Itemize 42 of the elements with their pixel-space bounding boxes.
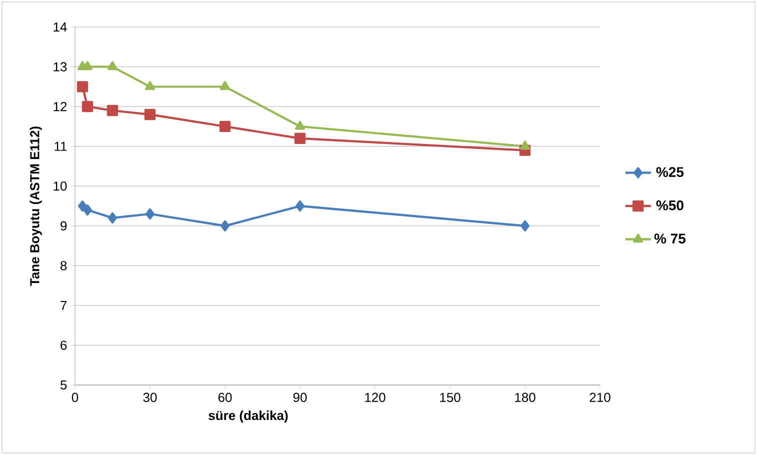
x-tick-label: 150 [440, 392, 460, 402]
point [219, 120, 231, 132]
point [82, 61, 92, 70]
point [220, 220, 230, 232]
point [76, 81, 88, 92]
y-tick-label: 14 [54, 22, 67, 32]
legend-label: %50 [656, 200, 684, 210]
y-tick-label: 7 [60, 300, 67, 310]
x-tick-label: 180 [515, 392, 536, 402]
y-tick-label: 10 [54, 182, 67, 191]
x-tick-label: 120 [365, 392, 386, 402]
y-tick-label: 11 [54, 142, 67, 151]
x-tick-label: 60 [218, 392, 232, 402]
x-tick-label: 90 [293, 392, 307, 402]
point [82, 100, 94, 112]
y-tick-label: 9 [60, 221, 67, 230]
x-tick-label: 210 [590, 392, 610, 402]
y-tick-label: 6 [60, 340, 67, 350]
point [78, 200, 87, 212]
y-tick-label: 12 [54, 102, 67, 112]
x-tick-label: 0 [72, 392, 78, 402]
legend-label: %25 [656, 167, 684, 178]
point [108, 61, 118, 70]
point [83, 204, 92, 216]
point [146, 208, 154, 220]
y-tick-label: 8 [60, 261, 67, 270]
point [520, 140, 530, 150]
point [220, 81, 230, 90]
point [145, 81, 155, 90]
x-axis-title: süre (dakika) [208, 410, 288, 423]
point [295, 120, 305, 130]
y-tick-label: 5 [60, 380, 67, 390]
point [108, 212, 117, 224]
point [294, 132, 306, 144]
point [296, 200, 304, 212]
point [144, 108, 156, 120]
x-tick-label: 30 [143, 392, 157, 402]
point [106, 104, 118, 116]
point [520, 220, 530, 232]
y-axis-title: Tane Boyutu (ASTM E112) [30, 126, 42, 286]
legend-label: % 75 [654, 234, 686, 244]
y-tick-label: 13 [54, 62, 67, 72]
